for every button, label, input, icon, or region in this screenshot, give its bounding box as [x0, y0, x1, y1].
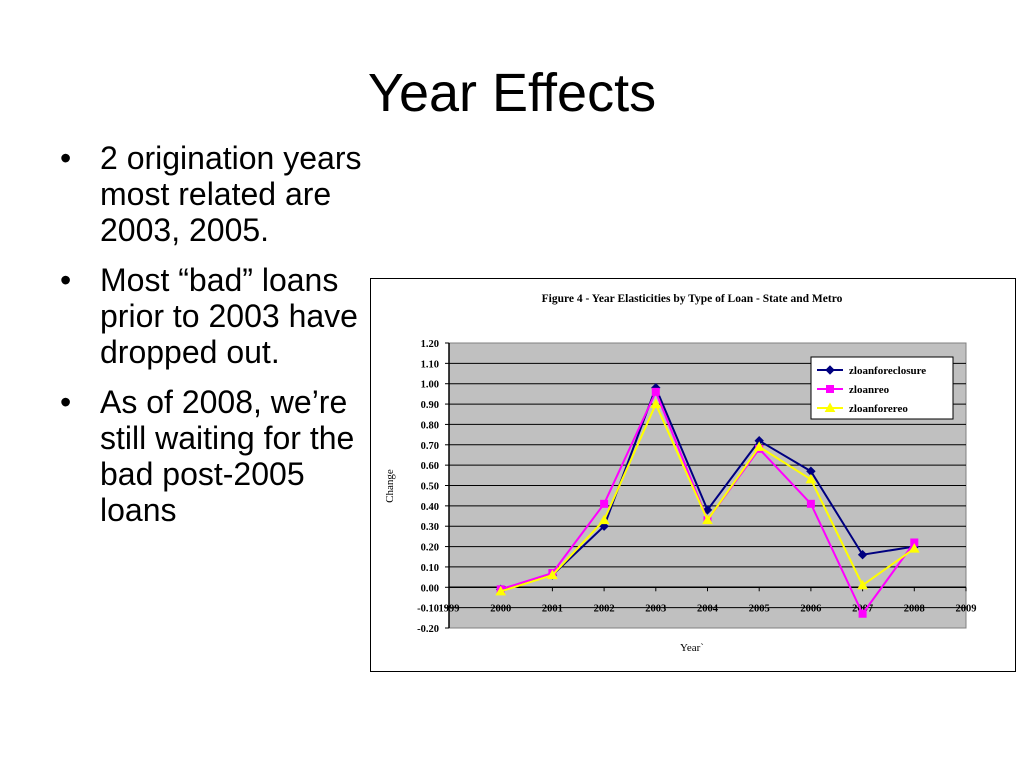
y-tick-label: 0.90	[421, 400, 439, 411]
data-point	[650, 398, 662, 409]
bullet-text: As of 2008, we’re still waiting for the …	[100, 384, 355, 528]
legend-entry: zloanforeclosure	[849, 365, 926, 377]
x-axis-label: Year`	[680, 642, 704, 654]
x-tick-label: 2005	[749, 603, 770, 614]
data-point	[826, 385, 834, 393]
data-point	[547, 569, 558, 580]
x-tick-label: 2007	[852, 603, 873, 614]
legend-entry: zloanreo	[849, 384, 890, 396]
x-tick-label: 2001	[542, 603, 563, 614]
y-tick-label: -0.10	[417, 604, 439, 615]
y-tick-label: 0.70	[421, 441, 439, 452]
bullet-glyph: •	[60, 262, 72, 298]
y-tick-label: -0.20	[417, 624, 439, 635]
data-point	[598, 514, 610, 525]
y-tick-label: 0.10	[421, 563, 439, 574]
y-tick-label: 0.20	[421, 543, 439, 554]
x-tick-label: 2008	[904, 603, 925, 614]
data-point	[600, 499, 609, 508]
data-point	[599, 521, 609, 531]
data-point	[857, 550, 868, 560]
y-tick-label: 0.30	[421, 522, 439, 533]
data-point	[908, 543, 920, 553]
legend-entry: zloanforereo	[849, 403, 908, 415]
data-point	[857, 579, 868, 590]
bullet-item: • As of 2008, we’re still waiting for the…	[60, 384, 370, 528]
bullet-glyph: •	[60, 384, 72, 420]
x-tick-label: 2006	[800, 603, 821, 614]
y-tick-label: 1.10	[421, 359, 439, 370]
y-tick-label: 0.00	[421, 583, 439, 594]
bullet-text: 2 origination years most related are 200…	[100, 140, 362, 248]
x-tick-label: 2004	[697, 603, 719, 614]
x-tick-label: 2000	[490, 603, 511, 614]
bullet-item: • 2 origination years most related are 20…	[60, 140, 370, 248]
data-point	[495, 585, 507, 596]
x-tick-label: 1999	[439, 603, 460, 614]
bullet-glyph: •	[60, 140, 72, 176]
x-tick-label: 2003	[645, 603, 666, 614]
chart-title: Figure 4 - Year Elasticities by Type of …	[542, 293, 843, 305]
bullet-list: • 2 origination years most related are 20…	[60, 140, 370, 542]
data-point	[651, 387, 660, 396]
y-tick-label: 0.50	[421, 482, 439, 493]
data-point	[806, 499, 815, 508]
y-tick-label: 1.00	[421, 380, 439, 391]
slide-title: Year Effects	[367, 63, 657, 123]
data-point	[858, 609, 867, 618]
y-axis-label: Change	[384, 469, 396, 503]
data-point	[702, 505, 713, 515]
y-tick-label: 0.60	[421, 461, 439, 472]
y-tick-label: 1.20	[421, 339, 439, 350]
y-tick-label: 0.40	[421, 502, 439, 513]
data-point	[824, 402, 836, 412]
data-point	[825, 365, 835, 375]
data-point	[753, 441, 765, 451]
chart-frame: Figure 4 - Year Elasticities by Type of …	[370, 278, 1016, 672]
chart-svg: Figure 4 - Year Elasticities by Type of …	[384, 293, 977, 654]
x-tick-label: 2002	[594, 603, 615, 614]
data-point	[702, 514, 713, 525]
bullet-item: • Most “bad” loans prior to 2003 have dro…	[60, 262, 370, 370]
x-tick-label: 2009	[956, 603, 977, 614]
data-point	[805, 473, 817, 484]
y-tick-label: 0.80	[421, 420, 439, 431]
bullet-text: Most “bad” loans prior to 2003 have drop…	[100, 262, 358, 370]
